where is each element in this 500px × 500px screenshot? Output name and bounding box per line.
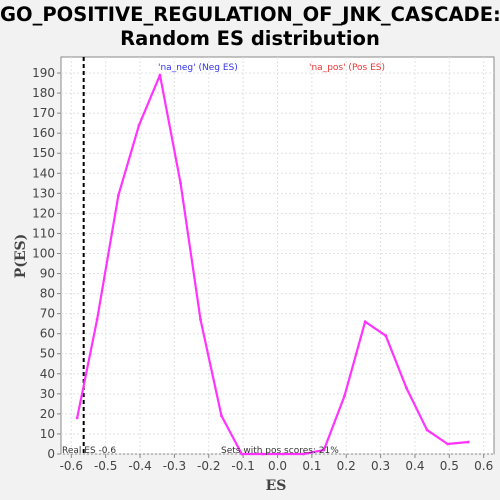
- y-tick-label: 150: [32, 146, 55, 160]
- data-point: [75, 416, 79, 420]
- y-tick-label: 130: [32, 186, 55, 200]
- y-tick-label: 80: [40, 287, 55, 301]
- y-tick-label: 170: [32, 106, 55, 120]
- pos-scores-annotation: Sets with pos scores: 21%: [221, 446, 339, 456]
- y-tick-label: 120: [32, 206, 55, 220]
- data-point: [95, 318, 99, 322]
- y-tick-label: 20: [40, 407, 55, 421]
- x-tick-label: 0.4: [405, 459, 424, 473]
- x-tick-label: 0.6: [474, 459, 493, 473]
- y-axis-label: P(ES): [13, 234, 29, 279]
- y-tick-label: 30: [40, 387, 55, 401]
- legend-pos: 'na_pos' (Pos ES): [309, 63, 385, 73]
- y-tick-label: 0: [47, 447, 55, 461]
- grid-lines: [61, 57, 494, 455]
- y-tick-label: 190: [32, 66, 55, 80]
- y-tick-label: 60: [40, 327, 55, 341]
- data-point: [363, 320, 367, 324]
- series-points: [75, 73, 470, 456]
- x-tick-label: -0.1: [231, 459, 254, 473]
- y-tick-label: 40: [40, 367, 55, 381]
- x-tick-label: -0.5: [94, 459, 117, 473]
- data-point: [343, 394, 346, 398]
- x-tick-label: -0.2: [197, 459, 220, 473]
- chart-title: GO_POSITIVE_REGULATION_OF_JNK_CASCADE:: [0, 3, 500, 26]
- y-tick-label: 110: [32, 226, 55, 240]
- x-tick-label: 0.2: [337, 459, 356, 473]
- y-tick-label: 70: [40, 307, 55, 321]
- data-point: [322, 448, 326, 452]
- data-point: [261, 452, 265, 456]
- x-tick-label: 0.3: [371, 459, 390, 473]
- data-point: [179, 181, 182, 185]
- data-point: [425, 428, 429, 432]
- axis-ticks: -0.6 -0.5 -0.4 -0.3 -0.2 -0.1 0.0 0.1 0.2 0.3 0.4 0…: [32, 66, 493, 473]
- data-point: [220, 414, 223, 418]
- series-line: [76, 73, 469, 456]
- x-tick-label: -0.6: [60, 459, 83, 473]
- data-point: [404, 386, 408, 390]
- x-tick-label: 0.5: [440, 459, 459, 473]
- plot-area: [60, 56, 495, 455]
- y-tick-label: 100: [32, 246, 55, 260]
- x-tick-label: -0.4: [128, 459, 151, 473]
- data-point: [384, 334, 388, 338]
- y-tick-label: 50: [40, 347, 55, 361]
- y-tick-label: 180: [32, 86, 55, 100]
- data-point: [158, 73, 162, 77]
- data-point: [137, 123, 141, 127]
- legend-neg: 'na_neg' (Neg ES): [158, 63, 238, 73]
- x-tick-label: -0.3: [163, 459, 186, 473]
- chart-subtitle: Random ES distribution: [120, 27, 380, 50]
- data-point: [281, 452, 285, 456]
- data-point: [302, 452, 306, 456]
- y-tick-label: 10: [40, 427, 55, 441]
- x-tick-label: 0.1: [302, 459, 321, 473]
- data-point: [446, 442, 450, 446]
- y-tick-label: 160: [32, 126, 55, 140]
- x-tick-label: 0.0: [268, 459, 287, 473]
- data-point: [240, 452, 244, 456]
- y-tick-label: 90: [40, 267, 55, 281]
- data-point: [199, 318, 202, 322]
- data-point: [116, 193, 120, 197]
- y-tick-label: 140: [32, 166, 55, 180]
- x-axis-label: ES: [266, 478, 287, 494]
- real-es-label: Real ES -0.6: [62, 446, 116, 456]
- data-point: [466, 440, 470, 444]
